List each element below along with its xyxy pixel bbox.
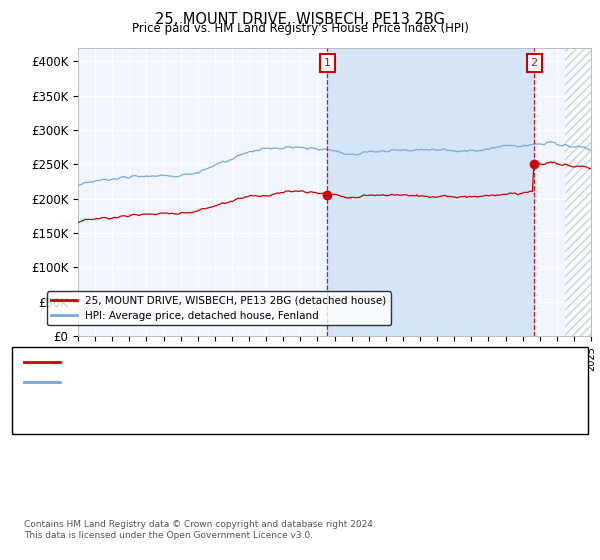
- Legend: 25, MOUNT DRIVE, WISBECH, PE13 2BG (detached house), HPI: Average price, detache: 25, MOUNT DRIVE, WISBECH, PE13 2BG (deta…: [47, 292, 391, 325]
- Text: HPI: Average price, detached house, Fenland: HPI: Average price, detached house, Fenl…: [72, 377, 317, 387]
- Text: 1: 1: [35, 367, 43, 377]
- Text: 28% ↑ HPI: 28% ↑ HPI: [372, 367, 431, 377]
- Bar: [565, 48, 591, 336]
- Text: £205,000: £205,000: [240, 367, 293, 377]
- Bar: [328, 48, 534, 336]
- Text: 10% ↓ HPI: 10% ↓ HPI: [372, 409, 431, 419]
- Text: 25, MOUNT DRIVE, WISBECH, PE13 2BG (detached house): 25, MOUNT DRIVE, WISBECH, PE13 2BG (deta…: [72, 357, 389, 367]
- Text: 1: 1: [324, 58, 331, 68]
- Text: Price paid vs. HM Land Registry's House Price Index (HPI): Price paid vs. HM Land Registry's House …: [131, 22, 469, 35]
- Text: This data is licensed under the Open Government Licence v3.0.: This data is licensed under the Open Gov…: [24, 531, 313, 540]
- Text: Contains HM Land Registry data © Crown copyright and database right 2024.: Contains HM Land Registry data © Crown c…: [24, 520, 376, 529]
- Text: £250,000: £250,000: [240, 409, 293, 419]
- Text: 2: 2: [35, 409, 43, 419]
- Text: 2: 2: [530, 58, 538, 68]
- Text: 31-JUL-2009: 31-JUL-2009: [78, 367, 146, 377]
- Text: 25, MOUNT DRIVE, WISBECH, PE13 2BG: 25, MOUNT DRIVE, WISBECH, PE13 2BG: [155, 12, 445, 27]
- Text: 03-SEP-2021: 03-SEP-2021: [78, 409, 149, 419]
